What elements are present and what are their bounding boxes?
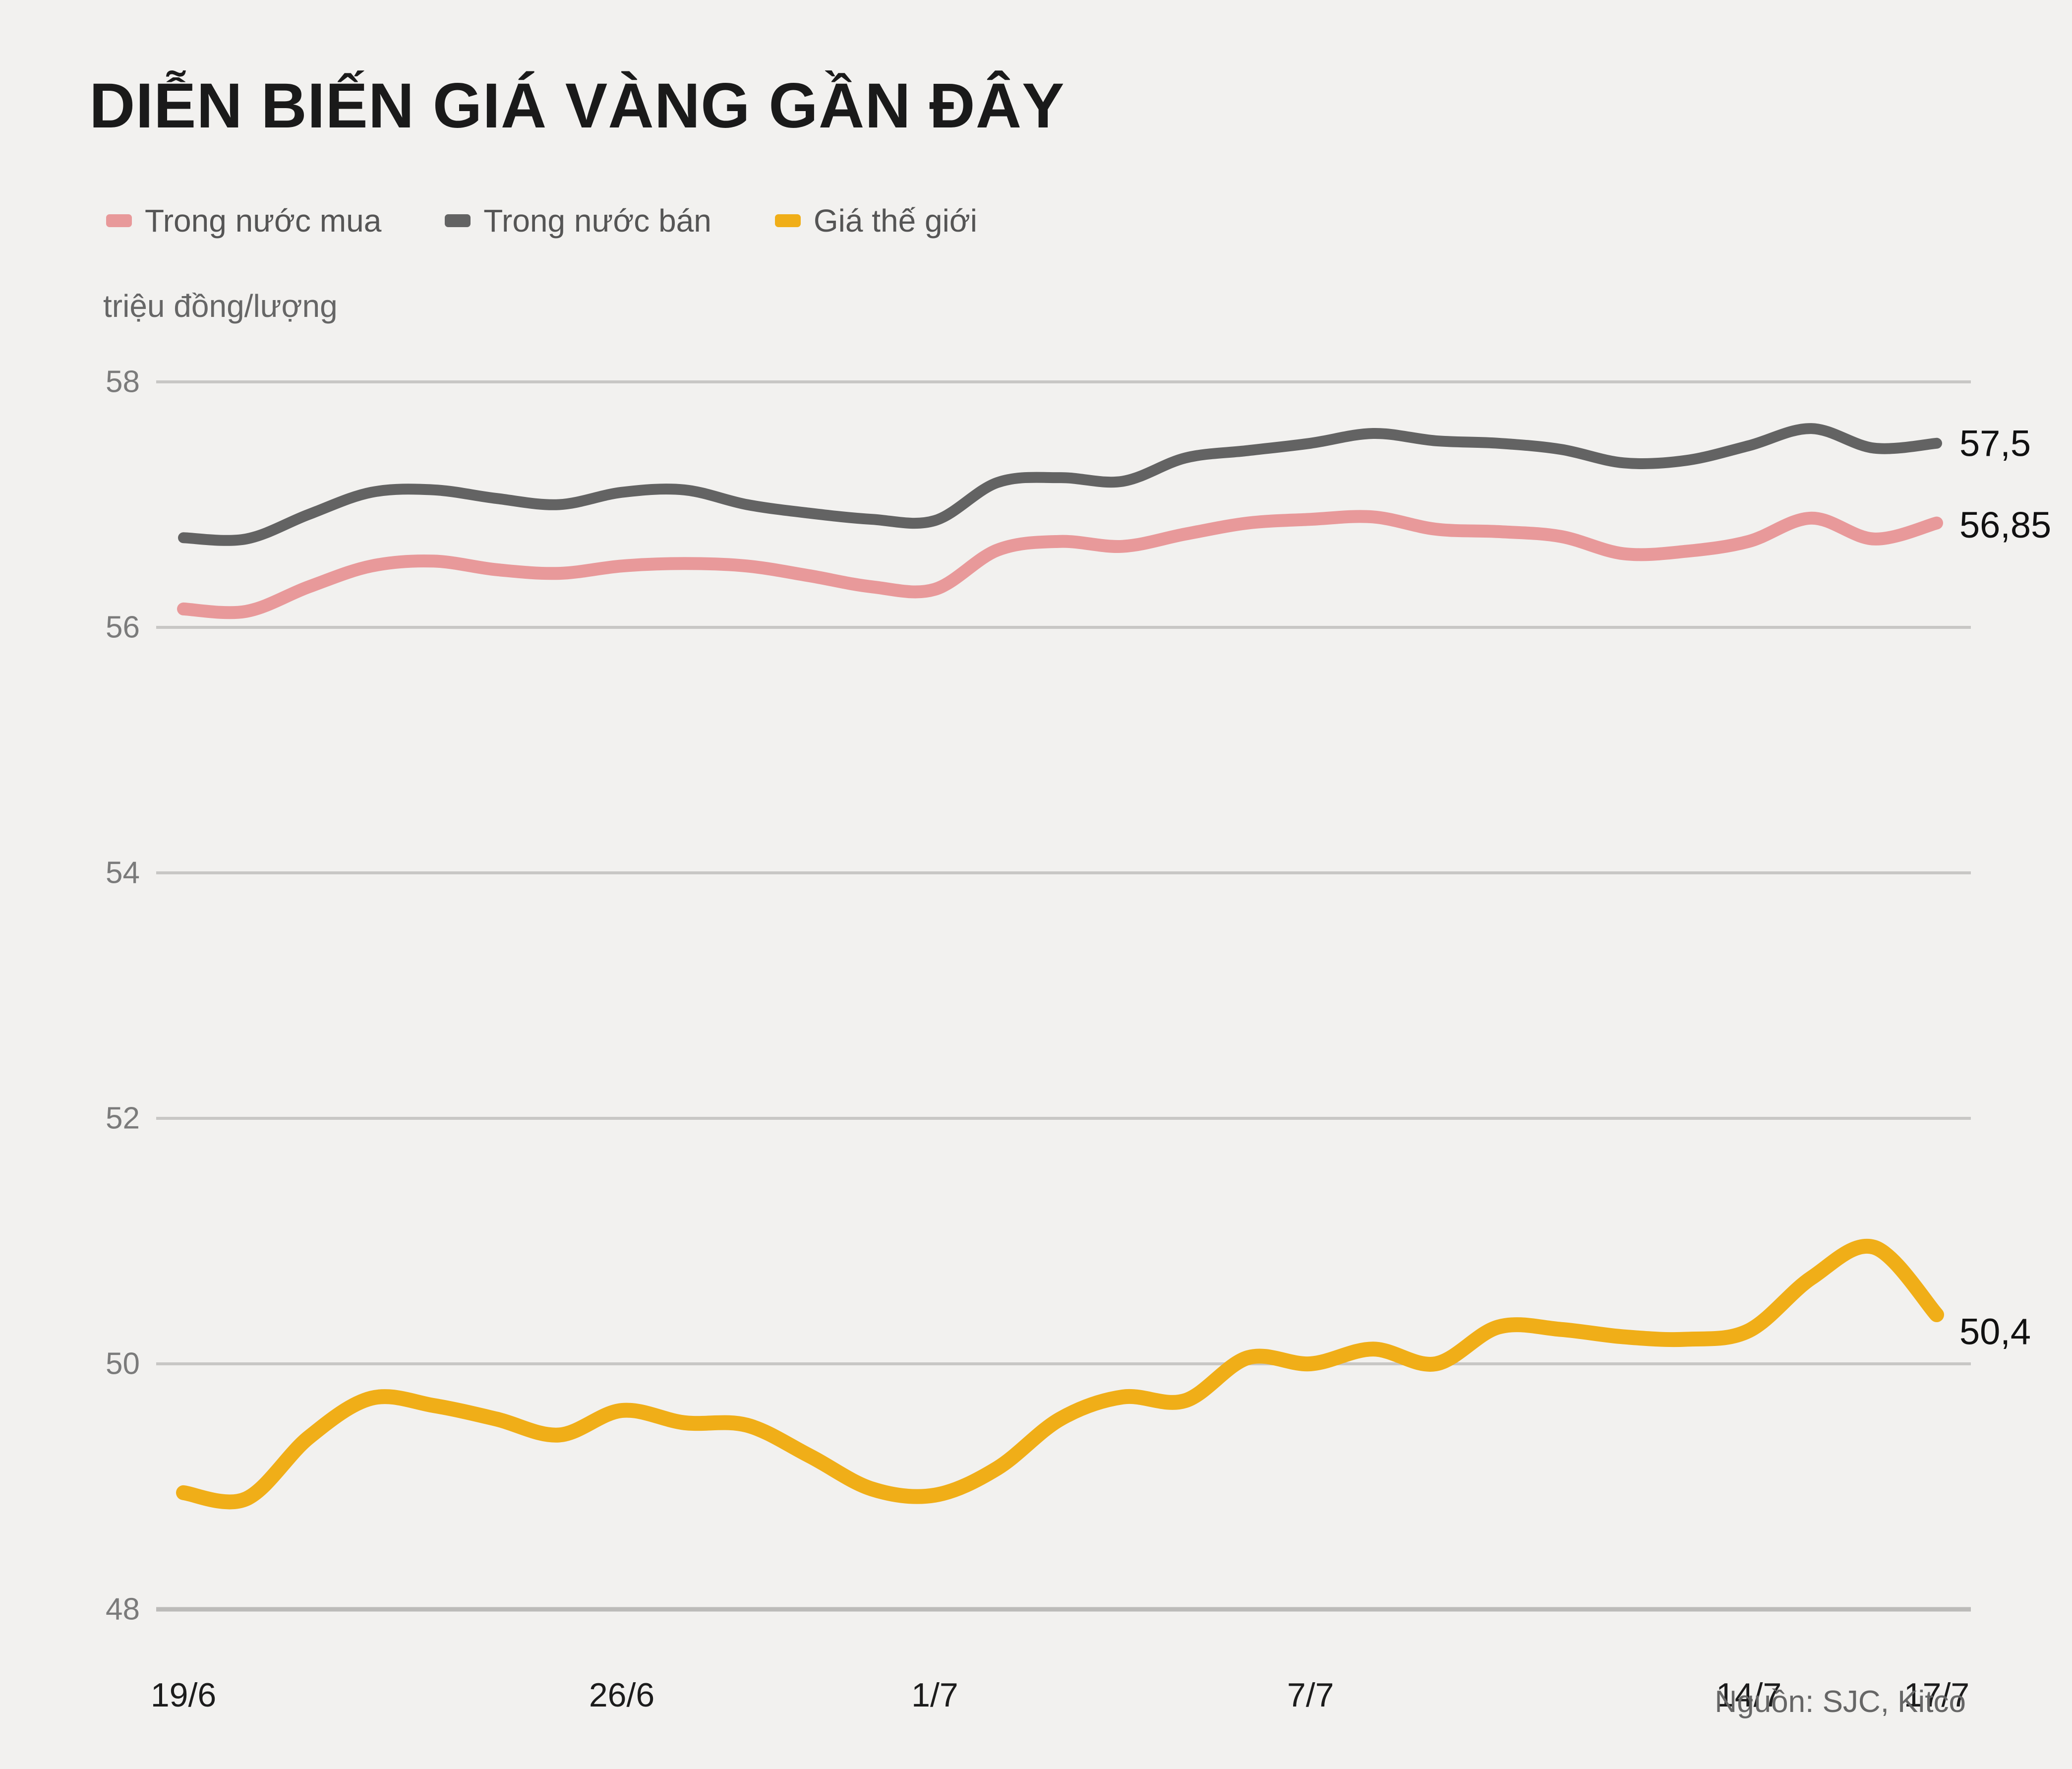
y-tick-label-58: 58 [106, 365, 140, 399]
y-tick-label-56: 56 [106, 610, 140, 645]
y-tick-label-50: 50 [106, 1347, 140, 1381]
legend-swatch-domestic-sell [445, 214, 471, 227]
legend: Trong nước mua Trong nước bán Giá thế gi… [106, 202, 977, 239]
x-tick-label-26-6: 26/6 [589, 1676, 654, 1714]
legend-label-domestic-buy: Trong nước mua [145, 203, 382, 239]
series-line-trong-nước-bán [178, 423, 1942, 546]
series-line-giá-thế-giới [176, 1239, 1944, 1510]
page-title: DIỄN BIẾN GIÁ VÀNG GẦN ĐÂY [89, 70, 1065, 141]
series-end-label-giá-thế-giới: 50,4 [1959, 1311, 2031, 1352]
x-tick-label-17-7: 17/7 [1904, 1676, 1969, 1714]
legend-label-domestic-sell: Trong nước bán [483, 203, 711, 239]
y-tick-label-54: 54 [106, 856, 140, 890]
legend-swatch-world-price [774, 214, 801, 227]
legend-item-domestic-sell: Trong nước bán [445, 202, 711, 239]
x-tick-label-14-7: 14/7 [1716, 1676, 1781, 1714]
x-tick-label-19-6: 19/6 [151, 1676, 216, 1714]
series-line-trong-nước-mua [177, 510, 1943, 619]
series-end-label-trong-nước-bán: 57,5 [1959, 423, 2031, 464]
y-axis-unit-label: triệu đồng/lượng [103, 288, 338, 324]
series-end-label-trong-nước-mua: 56,85 [1959, 504, 2051, 546]
legend-label-world-price: Giá thế giới [813, 203, 977, 239]
x-tick-label-7-7: 7/7 [1287, 1676, 1334, 1714]
legend-item-world-price: Giá thế giới [774, 202, 977, 239]
x-tick-label-1-7: 1/7 [911, 1676, 958, 1714]
source-note: Nguồn: SJC, Kitco [1715, 1685, 1966, 1719]
y-tick-label-52: 52 [106, 1101, 140, 1136]
legend-swatch-domestic-buy [106, 214, 132, 227]
legend-item-domestic-buy: Trong nước mua [106, 202, 381, 239]
y-tick-label-48: 48 [106, 1592, 140, 1627]
